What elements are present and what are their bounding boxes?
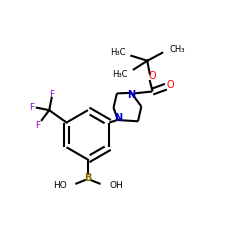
Text: B: B (84, 173, 92, 183)
Text: F: F (49, 90, 54, 98)
Text: OH: OH (110, 181, 123, 190)
Text: F: F (29, 103, 34, 112)
Text: CH₃: CH₃ (170, 45, 186, 54)
Text: H₃C: H₃C (112, 70, 128, 79)
Text: H₃C: H₃C (110, 48, 125, 56)
Text: F: F (36, 120, 41, 130)
Text: HO: HO (53, 181, 66, 190)
Text: O: O (166, 80, 174, 90)
Text: N: N (127, 90, 136, 100)
Text: N: N (114, 113, 122, 123)
Text: O: O (148, 71, 156, 81)
